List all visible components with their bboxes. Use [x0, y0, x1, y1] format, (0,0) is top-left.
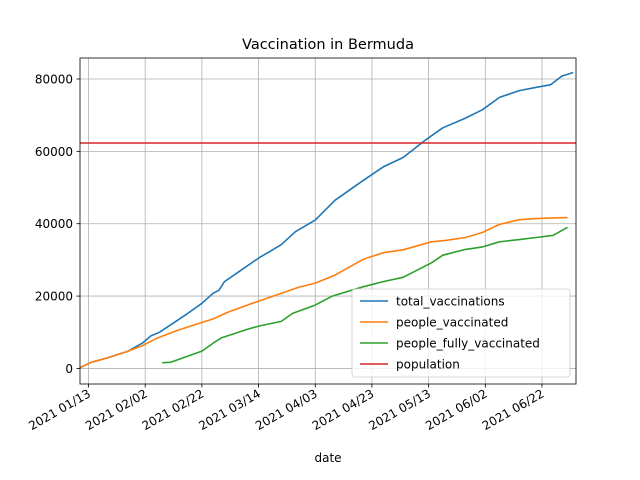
y-tick-label: 80000 — [35, 72, 73, 86]
legend: total_vaccinations people_vaccinatedpeopl… — [351, 288, 571, 378]
legend-label: total_vaccinations — [396, 295, 505, 309]
legend-label: people_vaccinated — [396, 316, 508, 330]
chart-title: Vaccination in Bermuda — [242, 37, 414, 53]
y-tick-label: 20000 — [35, 290, 73, 304]
x-axis-label: date — [314, 451, 341, 465]
y-tick-label: 60000 — [35, 145, 73, 159]
legend-box — [351, 288, 571, 378]
series-line-total-vaccinations — [79, 71, 574, 369]
y-tick-label: 0 — [65, 362, 73, 376]
legend-label: people_fully_vaccinated — [396, 337, 540, 351]
y-tick-label: 40000 — [35, 217, 73, 231]
series-line-people-fully-vaccinated — [162, 226, 568, 364]
legend-label: population — [396, 358, 460, 372]
y-axis-ticks: 0 20000 40000 60000 80000 — [35, 72, 80, 376]
series-layer — [79, 71, 576, 369]
series-line-people-vaccinated — [79, 216, 568, 369]
plot-frame — [79, 57, 577, 385]
